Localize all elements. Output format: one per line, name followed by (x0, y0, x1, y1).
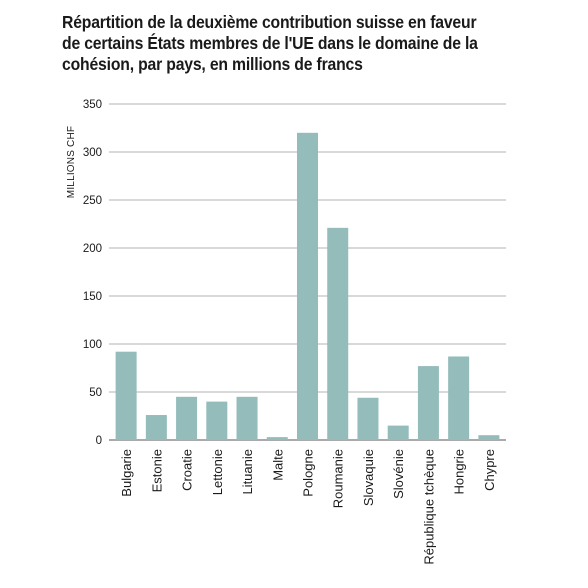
x-category-label: Lituanie (240, 449, 255, 495)
x-category-label: République tchèque (421, 449, 436, 565)
chart-title-line: de certains États membres de l'UE dans l… (62, 33, 478, 53)
y-tick-label: 50 (89, 387, 102, 399)
x-axis-categories: Bulgarie Estonie Croatie Lettonie Lituanie Ma… (119, 449, 497, 565)
bar (206, 401, 228, 440)
x-category-label: Malte (270, 449, 285, 481)
x-category-label: Roumanie (331, 449, 346, 508)
x-category-label: Hongrie (452, 449, 467, 495)
chart-title-line: Répartition de la deuxième contribution … (62, 12, 477, 32)
y-tick-label: 300 (83, 147, 102, 159)
bars (115, 132, 500, 441)
x-category-label: Estonie (149, 449, 164, 492)
y-tick-label: 150 (83, 291, 102, 303)
x-category-label: Slovénie (391, 449, 406, 499)
y-axis-ticks: 0 50 100 150 200 250 300 350 (83, 99, 102, 447)
x-category-label: Croatie (180, 449, 195, 491)
bar (266, 437, 288, 440)
y-tick-label: 250 (83, 195, 102, 207)
bar (297, 132, 318, 441)
x-category-label: Lettonie (210, 449, 225, 495)
bar (327, 227, 349, 440)
x-category-label: Bulgarie (119, 449, 134, 497)
y-tick-label: 0 (96, 435, 102, 447)
bar (357, 397, 379, 440)
y-axis-label: MILLIONS CHF (66, 126, 77, 198)
y-tick-label: 200 (83, 243, 102, 255)
x-category-label: Slovaquie (361, 449, 376, 506)
x-category-label: Pologne (301, 449, 316, 497)
bar (236, 396, 258, 440)
y-tick-label: 100 (83, 339, 102, 351)
bar (448, 356, 470, 440)
x-category-label: Chypre (482, 449, 497, 491)
bar (176, 396, 198, 440)
y-tick-label: 350 (83, 99, 102, 111)
bar (115, 351, 137, 440)
chart-title: Répartition de la deuxième contribution … (62, 12, 512, 75)
bar (417, 366, 439, 440)
bar (145, 415, 167, 440)
bar (478, 435, 500, 440)
chart-title-line: cohésion, par pays, en millions de franc… (62, 54, 363, 74)
bar (387, 425, 409, 440)
